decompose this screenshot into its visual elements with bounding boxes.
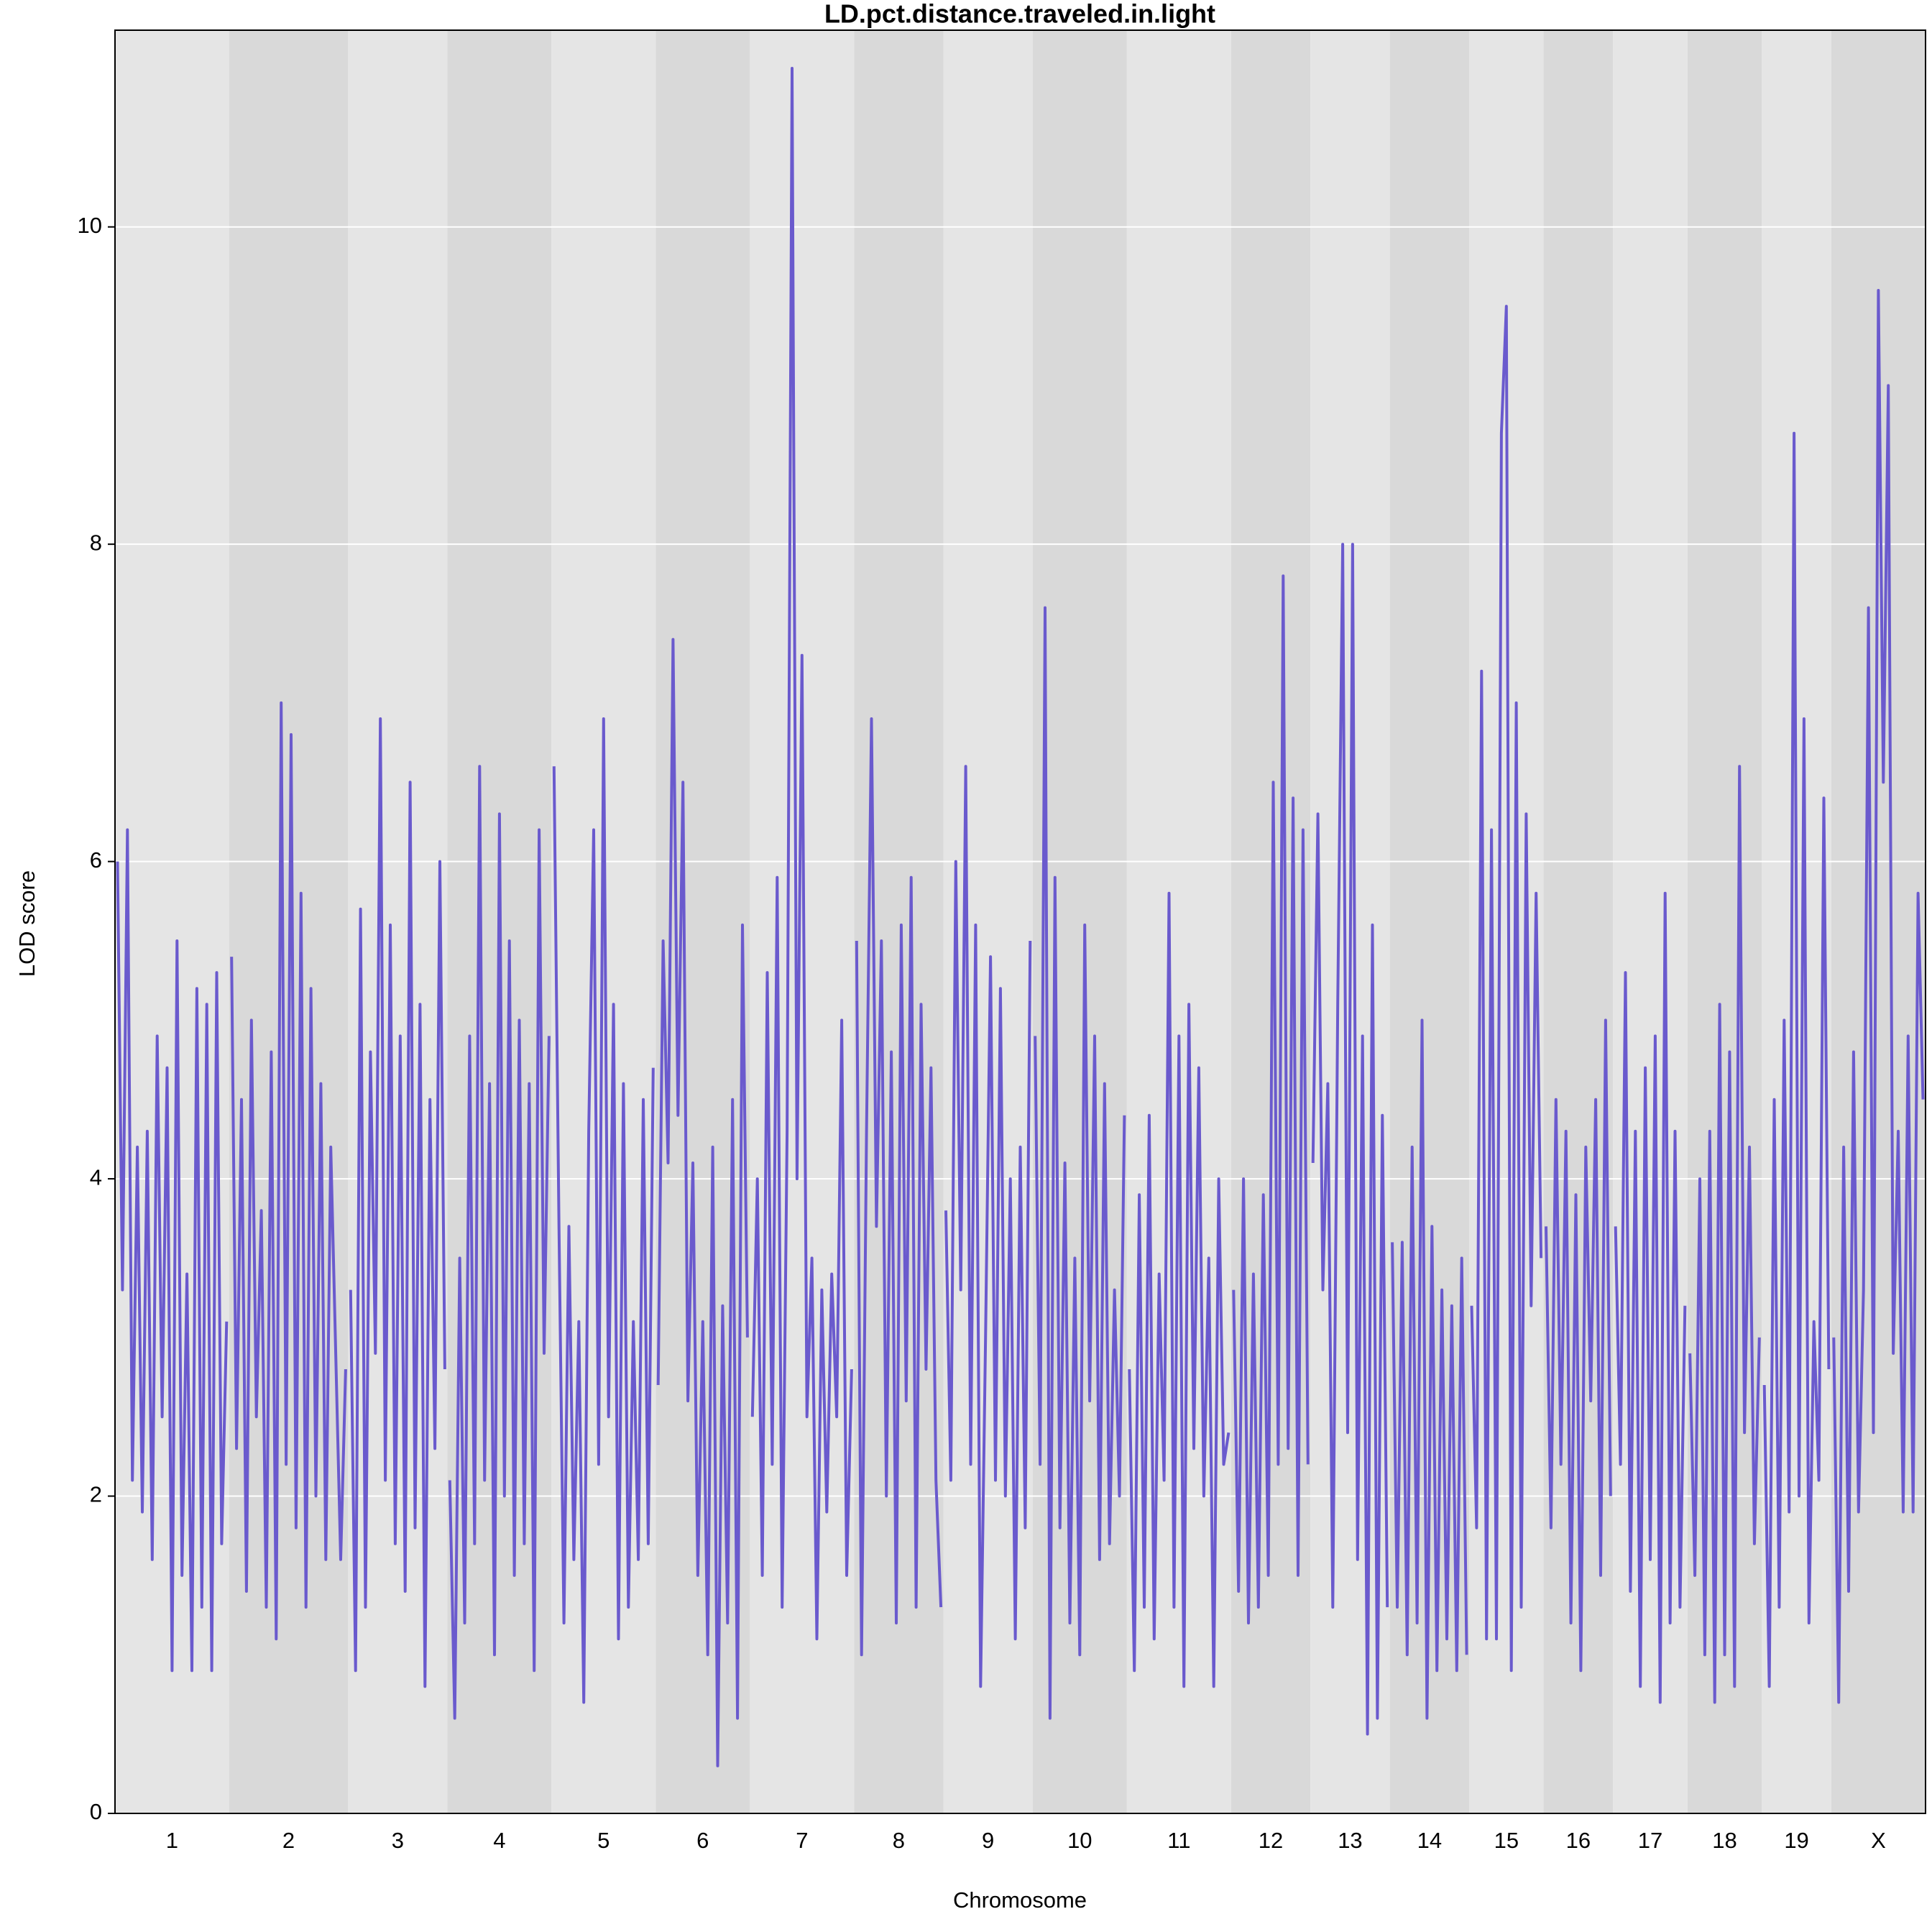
lod-lines	[116, 67, 1925, 1767]
lod-curve	[1545, 1018, 1612, 1673]
x-tick-label: 9	[982, 1828, 994, 1853]
x-tick-label: 6	[696, 1828, 709, 1853]
chromosome-band	[750, 30, 855, 1813]
x-tick-label: 4	[493, 1828, 505, 1853]
lod-curve	[552, 717, 655, 1704]
chromosome-band	[348, 30, 448, 1813]
y-tick-label: 0	[90, 1799, 102, 1824]
y-tick-label: 10	[78, 213, 102, 238]
lod-curve	[349, 717, 446, 1688]
chromosome-bands	[115, 30, 1926, 1813]
lod-curve	[656, 638, 749, 1767]
lod-curve	[1762, 431, 1831, 1688]
x-axis-label: Chromosome	[953, 1887, 1087, 1913]
chart-title: LD.pct.distance.traveled.in.light	[824, 0, 1215, 29]
lod-curve	[448, 765, 551, 1720]
x-tick-label: 13	[1338, 1828, 1362, 1853]
lod-curve	[1034, 606, 1126, 1720]
lod-curve	[1232, 574, 1310, 1625]
lod-curve	[1688, 765, 1761, 1704]
lod-curve	[750, 67, 853, 1641]
lod-curve	[116, 828, 229, 1673]
lod-curve	[1128, 891, 1230, 1688]
y-tick-label: 4	[90, 1164, 102, 1190]
lod-curve	[944, 765, 1032, 1688]
y-tick-label: 8	[90, 530, 102, 555]
lod-curve	[1311, 543, 1389, 1736]
x-tick-label: 11	[1167, 1828, 1190, 1853]
lod-curve	[1470, 305, 1543, 1673]
chromosome-band	[854, 30, 944, 1813]
x-tick-label: 12	[1259, 1828, 1283, 1853]
lod-curve	[230, 701, 347, 1641]
y-tick-label: 2	[90, 1482, 102, 1507]
lod-curve	[1614, 891, 1687, 1704]
x-tick-label: 14	[1417, 1828, 1442, 1853]
x-tick-label: 15	[1494, 1828, 1519, 1853]
x-tick-label: 7	[796, 1828, 808, 1853]
x-tick-label: 3	[392, 1828, 404, 1853]
x-tick-label: 16	[1566, 1828, 1591, 1853]
plot-border	[114, 29, 1926, 1814]
x-tick-label: X	[1871, 1828, 1886, 1853]
y-tick-label: 6	[90, 847, 102, 873]
lod-curve	[1832, 289, 1925, 1704]
x-tick-label: 8	[893, 1828, 905, 1853]
x-tick-label: 10	[1067, 1828, 1092, 1853]
x-tick-label: 5	[597, 1828, 610, 1853]
lod-curve	[1391, 1018, 1468, 1720]
x-tick-label: 1	[166, 1828, 178, 1853]
x-tick-label: 17	[1638, 1828, 1662, 1853]
y-axis-label: LOD score	[14, 870, 40, 977]
x-tick-label: 2	[282, 1828, 295, 1853]
x-tick-label: 19	[1784, 1828, 1808, 1853]
lod-curve	[855, 717, 943, 1657]
x-tick-label: 18	[1712, 1828, 1736, 1853]
